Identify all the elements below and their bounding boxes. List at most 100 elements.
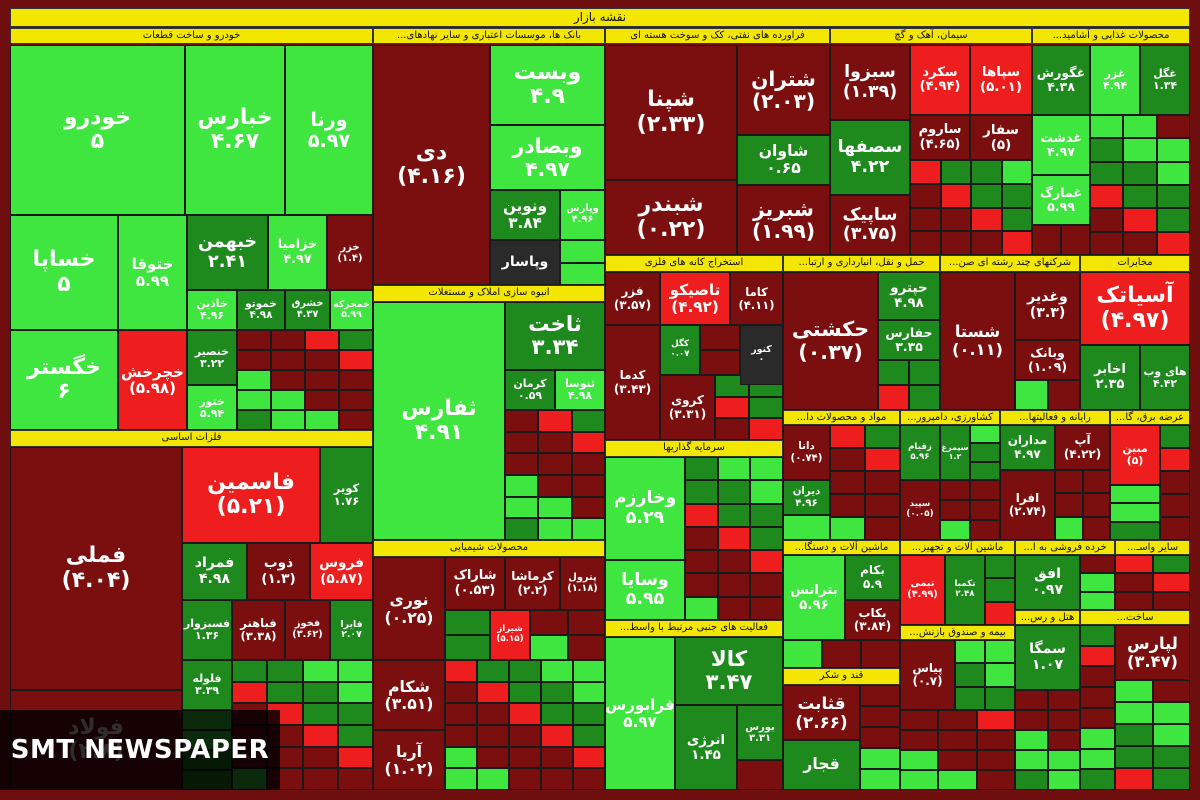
stock-tile: لپارس (۳.۴۷)	[1115, 625, 1190, 680]
stock-tile: وپاسار	[490, 240, 560, 285]
small-tile	[573, 703, 605, 725]
stock-symbol: آسیاتک	[1096, 283, 1174, 309]
stock-change: ۵.۲۹	[625, 507, 665, 528]
stock-tile: خزامیا ۴.۹۷	[268, 215, 327, 290]
stock-change: ۱.۲	[948, 451, 962, 461]
stock-symbol: فخوز	[294, 618, 321, 630]
small-tile	[1047, 380, 1080, 410]
stock-change: ۴.۹۸	[249, 309, 273, 321]
stock-change: (۲.۷۴)	[1008, 504, 1047, 518]
small-tile	[1156, 231, 1190, 255]
small-tile	[909, 360, 940, 385]
small-tile	[830, 517, 865, 540]
small-tile	[445, 703, 477, 725]
small-tile	[573, 768, 605, 790]
stock-tile: پیاس (۰.۷)	[900, 640, 955, 710]
small-tile	[976, 750, 1015, 770]
stock-symbol: سفار	[983, 121, 1019, 138]
stock-tile: بترانس ۵.۹۶	[783, 555, 845, 640]
stock-tile: دیران ۴.۹۶	[783, 480, 830, 515]
stock-symbol: کرماشا	[511, 569, 554, 584]
small-tile	[878, 360, 909, 385]
stock-tile: شبریز (۱.۹۹)	[737, 185, 830, 255]
stock-symbol: اخابر	[1094, 362, 1126, 378]
small-tile	[940, 183, 971, 208]
stock-change: ۴.۹۸	[894, 295, 924, 311]
small-tile	[237, 350, 271, 370]
small-tile	[1160, 425, 1190, 448]
stock-tile: غزر ۴.۹۴	[1090, 45, 1140, 115]
sector-header: سایر واسـ...	[1115, 540, 1190, 555]
stock-change: (۴.۹۲)	[671, 297, 719, 316]
small-tile	[541, 746, 573, 769]
small-tile	[477, 703, 509, 725]
small-tile	[749, 418, 783, 440]
small-tile	[509, 725, 541, 747]
stock-change: (۱.۳)	[261, 570, 296, 587]
stock-symbol: سیمرغ	[941, 442, 969, 452]
small-tile	[541, 725, 573, 747]
small-tile	[1080, 645, 1115, 667]
stock-change: (۵.۸۷)	[320, 570, 363, 587]
small-tile	[445, 681, 477, 704]
small-tile	[305, 350, 339, 370]
stock-symbol: خساپا	[32, 247, 96, 273]
small-tile	[685, 526, 718, 551]
stock-tile: ثنوسا ۴.۹۸	[555, 370, 605, 410]
small-tile	[509, 681, 541, 704]
small-tile	[573, 681, 605, 704]
stock-tile: غگورش ۴.۳۸	[1032, 45, 1090, 115]
small-tile	[1123, 115, 1157, 139]
small-tile	[861, 640, 900, 668]
stock-symbol: خشرق	[291, 298, 324, 310]
small-tile	[477, 660, 509, 682]
stock-change: (۵.۰۱)	[979, 79, 1023, 95]
stock-tile: بکام ۵.۹	[845, 555, 900, 600]
stock-tile: کرمان ۰.۵۹	[505, 370, 555, 410]
small-tile	[1015, 770, 1048, 790]
stock-change: ۱.۳۶	[195, 629, 220, 642]
small-tile	[737, 760, 783, 790]
small-tile	[938, 710, 977, 730]
small-tile	[1055, 516, 1083, 540]
stock-symbol: های وب	[1143, 364, 1187, 378]
small-tile	[477, 725, 509, 747]
small-tile	[1032, 225, 1061, 255]
small-tile	[1090, 208, 1124, 232]
small-tile	[830, 425, 865, 448]
stock-symbol: غگورش	[1036, 65, 1086, 81]
small-tile	[750, 573, 783, 597]
small-tile	[715, 396, 749, 419]
stock-symbol: کالا	[710, 646, 748, 672]
stock-change: ۵.۹۵	[625, 589, 665, 609]
small-tile	[1015, 380, 1048, 410]
stock-change: ۴.۳۷	[296, 309, 319, 320]
small-tile	[337, 703, 373, 725]
stock-symbol: شبریز	[753, 196, 814, 221]
stock-change: (۳.۵۷)	[613, 297, 652, 312]
stock-symbol: دی	[415, 139, 448, 165]
small-tile	[985, 686, 1015, 710]
stock-tile: وخارزم ۵.۲۹	[605, 457, 685, 560]
stock-symbol: فزر	[621, 284, 644, 299]
small-tile	[1152, 746, 1190, 768]
stock-tile: های وب ۴.۴۲	[1140, 345, 1190, 410]
stock-tile: خموتو ۴.۹۸	[237, 290, 285, 330]
small-tile	[445, 610, 490, 635]
small-tile	[337, 681, 373, 704]
stock-tile: کنور ۰	[740, 325, 783, 385]
small-tile	[1115, 746, 1153, 768]
small-tile	[505, 431, 539, 454]
stock-change: ۲.۴۸	[955, 589, 975, 599]
small-tile	[1080, 769, 1115, 790]
stock-symbol: بکام	[860, 563, 885, 578]
stock-symbol: کاما	[745, 284, 768, 299]
stock-symbol: فمراد	[194, 554, 235, 571]
small-tile	[910, 160, 941, 184]
sector-header: قند و شکر	[783, 668, 900, 685]
stock-symbol: ورنا	[310, 107, 348, 131]
small-tile	[445, 660, 477, 682]
stock-symbol: پیاس	[912, 660, 943, 675]
stock-symbol: پترول	[568, 571, 597, 583]
